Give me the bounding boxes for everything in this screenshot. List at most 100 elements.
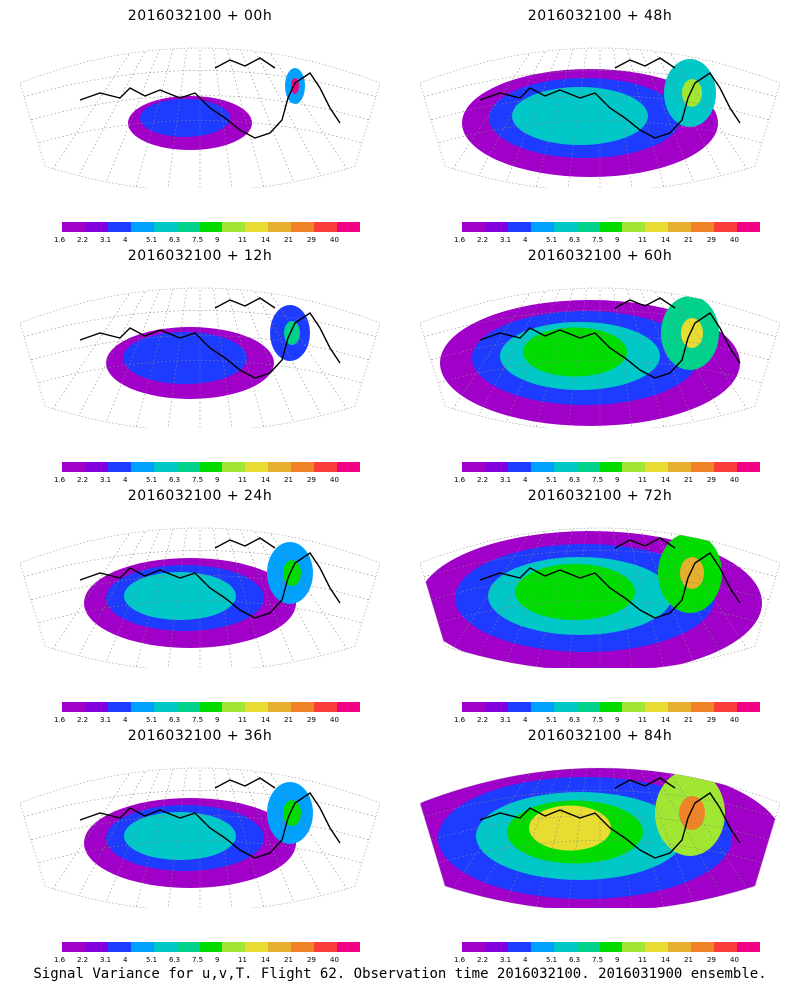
colorbar-swatch [291, 702, 315, 712]
meridian-line [503, 288, 565, 428]
colorbar-labels: 1.6 2.2 3.1 4 5.1 6.3 7.5 9 11 14 21 29 40 [454, 716, 774, 726]
colorbar-tick-label: 3.1 [100, 956, 112, 964]
colorbar-swatch [337, 462, 360, 472]
colorbar-swatch [622, 942, 646, 952]
colorbar-tick-label: 40 [730, 716, 739, 724]
meridian-line [103, 768, 165, 908]
panel-title: 2016032100 + 00h [127, 8, 273, 24]
colorbar-tick-label: 1.6 [454, 476, 466, 484]
colorbar-tick-label: 2.2 [477, 236, 489, 244]
map-panel: 2016032100 + 60h 1.6 2.2 3.1 4 5.1 6.3 7.5 9 11 14… [400, 240, 800, 485]
colorbar-swatch [576, 222, 600, 232]
colorbar-tick-label: 4 [523, 476, 528, 484]
meridian-line [503, 48, 565, 188]
colorbar-tick-label: 11 [238, 716, 247, 724]
colorbar-tick-label: 5.1 [146, 476, 158, 484]
colorbar-tick-label: 1.6 [54, 236, 66, 244]
meridian-line [235, 288, 297, 428]
colorbar-tick-label: 3.1 [100, 236, 112, 244]
colorbar-swatch [691, 462, 715, 472]
meridian-line [635, 288, 697, 428]
colorbar-swatch [62, 942, 85, 952]
colorbar-tick-label: 14 [261, 716, 270, 724]
panel-title: 2016032100 + 36h [127, 728, 273, 744]
projection-map [20, 47, 380, 188]
colorbar-tick-label: 4 [123, 716, 128, 724]
colorbar-swatch [714, 462, 738, 472]
colorbar-swatch [291, 462, 315, 472]
meridian-line [623, 768, 665, 908]
panel-title: 2016032100 + 48h [527, 8, 673, 24]
colorbar-tick-label: 2.2 [77, 236, 89, 244]
colorbar-tick-label: 2.2 [477, 476, 489, 484]
colorbar-tick-label: 6.3 [569, 956, 581, 964]
colorbar-tick-label: 29 [307, 716, 316, 724]
meridian-line [103, 288, 165, 428]
coastline [79, 777, 341, 859]
variance-contour [523, 327, 627, 377]
colorbar-swatch [553, 942, 577, 952]
colorbar [62, 702, 360, 712]
meridian-line [223, 48, 265, 188]
colorbar-swatch [737, 222, 760, 232]
colorbar-swatch [691, 702, 715, 712]
meridian-line [103, 48, 165, 188]
colorbar-swatch [153, 942, 177, 952]
colorbar-tick-label: 29 [307, 476, 316, 484]
meridian-line [71, 48, 153, 188]
colorbar-swatch [507, 702, 531, 712]
colorbar-tick-label: 11 [638, 476, 647, 484]
colorbar-tick-label: 7.5 [192, 236, 204, 244]
colorbar-swatch [622, 462, 646, 472]
meridian-line [167, 288, 189, 428]
colorbar-tick-label: 2.2 [77, 476, 89, 484]
colorbar-tick-label: 11 [638, 956, 647, 964]
colorbar-labels: 1.6 2.2 3.1 4 5.1 6.3 7.5 9 11 14 21 29 40 [454, 956, 774, 966]
colorbar-tick-label: 9 [215, 476, 220, 484]
colorbar-swatch [176, 222, 200, 232]
coastline [79, 57, 341, 139]
meridian-line [223, 288, 265, 428]
colorbar-swatch [153, 222, 177, 232]
variance-contour [515, 564, 635, 620]
colorbar-swatch [645, 222, 669, 232]
colorbar-tick-label: 14 [261, 956, 270, 964]
colorbar-swatch [314, 942, 338, 952]
colorbar-tick-label: 29 [707, 476, 716, 484]
colorbar-swatch [176, 942, 200, 952]
colorbar-tick-label: 6.3 [569, 476, 581, 484]
colorbar-tick-label: 9 [615, 236, 620, 244]
map-panel: 2016032100 + 24h 1.6 2.2 3.1 4 5.1 6.3 7.5 9 11 14… [0, 480, 400, 725]
coastline [79, 537, 341, 619]
colorbar-swatch [645, 942, 669, 952]
colorbar-swatch [691, 222, 715, 232]
colorbar-swatch [530, 942, 554, 952]
colorbar-tick-label: 7.5 [192, 476, 204, 484]
colorbar-swatch [462, 942, 485, 952]
projection-map [420, 767, 780, 908]
meridian-line [247, 528, 329, 668]
colorbar-swatch [107, 462, 131, 472]
meridian-line [211, 48, 233, 188]
colorbar-labels: 1.6 2.2 3.1 4 5.1 6.3 7.5 9 11 14 21 29 40 [54, 476, 374, 486]
colorbar-tick-label: 21 [284, 716, 293, 724]
projection-map [420, 527, 780, 668]
colorbar-swatch [130, 702, 154, 712]
colorbar-swatch [737, 462, 760, 472]
colorbar-tick-label: 3.1 [500, 716, 512, 724]
colorbar-swatch [245, 702, 269, 712]
variance-contour [283, 800, 301, 826]
meridian-line [623, 528, 665, 668]
colorbar [462, 942, 760, 952]
colorbar-tick-label: 6.3 [169, 236, 181, 244]
coastline [479, 537, 741, 619]
colorbar-tick-label: 7.5 [192, 956, 204, 964]
colorbar-tick-label: 3.1 [500, 476, 512, 484]
colorbar-tick-label: 14 [661, 716, 670, 724]
colorbar-tick-label: 6.3 [169, 476, 181, 484]
colorbar-tick-label: 6.3 [569, 236, 581, 244]
projection-map [420, 287, 780, 428]
meridian-line [567, 528, 589, 668]
colorbar-tick-label: 40 [730, 956, 739, 964]
colorbar-swatch [245, 462, 269, 472]
